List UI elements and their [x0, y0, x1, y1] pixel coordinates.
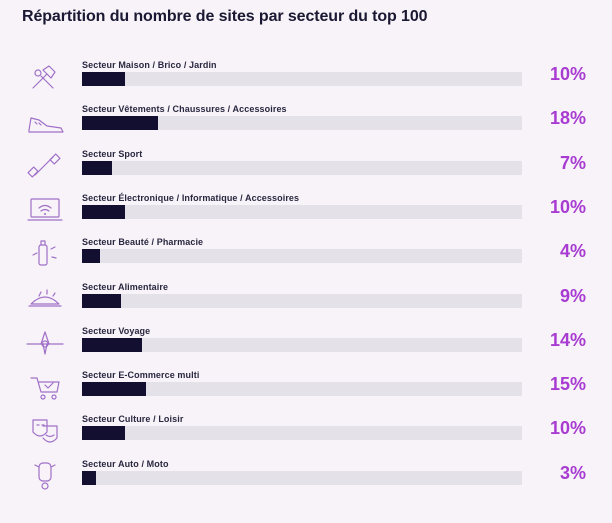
bar	[82, 249, 100, 264]
bar	[82, 116, 159, 131]
bar	[82, 382, 146, 397]
value-label: 15%	[549, 374, 586, 395]
bar-track	[82, 293, 522, 308]
bar-track	[82, 204, 522, 219]
value-label: 10%	[549, 64, 586, 84]
bar-track	[82, 160, 522, 175]
bar-label: Secteur Auto / Moto	[82, 458, 169, 469]
tools-icon	[24, 60, 66, 94]
bar-label: Secteur E-Commerce multi	[82, 370, 200, 381]
bar-row: Secteur Électronique / Informatique / Ac…	[0, 193, 612, 237]
bar-track	[82, 382, 522, 397]
value-label: 14%	[549, 329, 586, 350]
bar	[82, 160, 113, 175]
value-label: 18%	[549, 108, 586, 129]
bar-label: Secteur Alimentaire	[82, 281, 169, 292]
value-label: 10%	[549, 418, 586, 439]
chart-title: Répartition du nombre de sites par secte…	[22, 8, 428, 25]
airplane-icon	[24, 326, 66, 360]
bar	[82, 204, 125, 219]
bar-label: Secteur Culture / Loisir	[82, 414, 184, 425]
bar-row: Secteur Alimentaire 9%	[0, 282, 612, 326]
cosmetics-icon	[24, 237, 66, 271]
bar-row: Secteur E-Commerce multi 15%	[0, 370, 612, 414]
laptop-wifi-icon	[24, 193, 66, 227]
bar-row: Secteur Maison / Brico / Jardin 10%	[0, 60, 612, 104]
bar-row: Secteur Auto / Moto 3%	[0, 459, 612, 503]
food-icon	[24, 282, 66, 316]
value-label: 3%	[559, 462, 586, 483]
bar-label: Secteur Sport	[82, 148, 143, 159]
bar-row: Secteur Voyage 14%	[0, 326, 612, 370]
value-label: 10%	[549, 196, 586, 217]
scooter-icon	[24, 459, 66, 493]
bar-row: Secteur Beauté / Pharmacie 4%	[0, 237, 612, 281]
sneaker-icon	[24, 104, 66, 138]
bar	[82, 426, 125, 441]
bar	[82, 470, 96, 485]
bar-label: Secteur Vêtements / Chaussures / Accesso…	[82, 104, 287, 115]
bar-label: Secteur Beauté / Pharmacie	[82, 237, 204, 248]
bar-track	[82, 249, 522, 264]
value-label: 7%	[559, 152, 586, 173]
bar-label: Secteur Voyage	[82, 325, 151, 336]
bar-row: Secteur Culture / Loisir 10%	[0, 414, 612, 458]
bar	[82, 72, 125, 86]
bar	[82, 293, 121, 308]
bar	[82, 337, 142, 352]
bar-row: Secteur Sport 7%	[0, 149, 612, 193]
bar-track	[82, 337, 522, 352]
bar-track	[82, 72, 522, 86]
bar-track	[82, 116, 522, 131]
theater-masks-icon	[24, 414, 66, 448]
shopping-cart-icon	[24, 370, 66, 404]
bar-track	[82, 426, 522, 441]
bar-label: Secteur Électronique / Informatique / Ac…	[82, 192, 300, 203]
dumbbell-icon	[24, 149, 66, 183]
bar-row: Secteur Vêtements / Chaussures / Accesso…	[0, 104, 612, 148]
value-label: 4%	[559, 241, 586, 262]
value-label: 9%	[559, 285, 586, 306]
bar-track	[82, 470, 522, 485]
bar-label: Secteur Maison / Brico / Jardin	[82, 60, 217, 70]
